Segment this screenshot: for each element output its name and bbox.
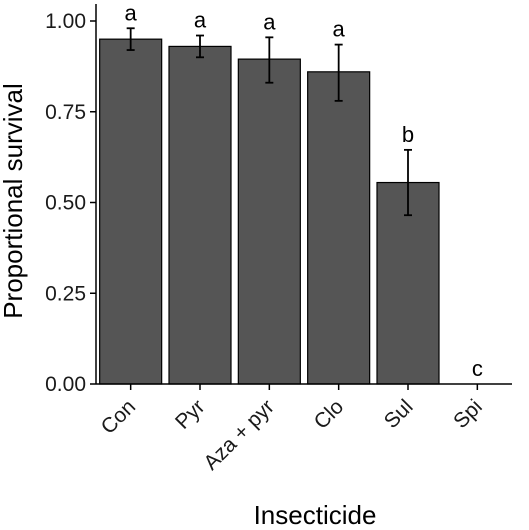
y-tick-label: 0.00	[45, 373, 86, 396]
significance-label: a	[194, 8, 207, 33]
bar	[307, 71, 371, 385]
x-tick-label: Con	[97, 395, 141, 439]
bar	[237, 58, 301, 385]
x-tick-label: Pyr	[171, 395, 210, 434]
significance-label: b	[402, 122, 414, 147]
bar	[99, 38, 163, 385]
significance-label: a	[125, 0, 138, 25]
significance-label: a	[263, 9, 276, 34]
x-tick-label: Aza + pyr	[199, 395, 278, 474]
plot-area: 0.00 0.25 0.50 0.75 1.00 a Con a Pyr a Aza + pyr a C…	[45, 0, 487, 474]
y-tick-label: 1.00	[45, 10, 86, 33]
significance-label: c	[472, 356, 483, 381]
x-tick-label: Sul	[380, 395, 418, 433]
x-tick-label: Spi	[449, 395, 487, 433]
y-tick-label: 0.25	[45, 282, 86, 305]
x-tick-label: Clo	[310, 395, 349, 434]
x-axis-title: Insecticide	[254, 500, 377, 530]
bar	[168, 45, 232, 385]
significance-label: a	[333, 17, 346, 42]
y-axis-title: Proportional survival	[0, 83, 28, 319]
y-tick-label: 0.50	[45, 192, 86, 215]
y-tick-label: 0.75	[45, 101, 86, 124]
bar	[376, 181, 440, 385]
